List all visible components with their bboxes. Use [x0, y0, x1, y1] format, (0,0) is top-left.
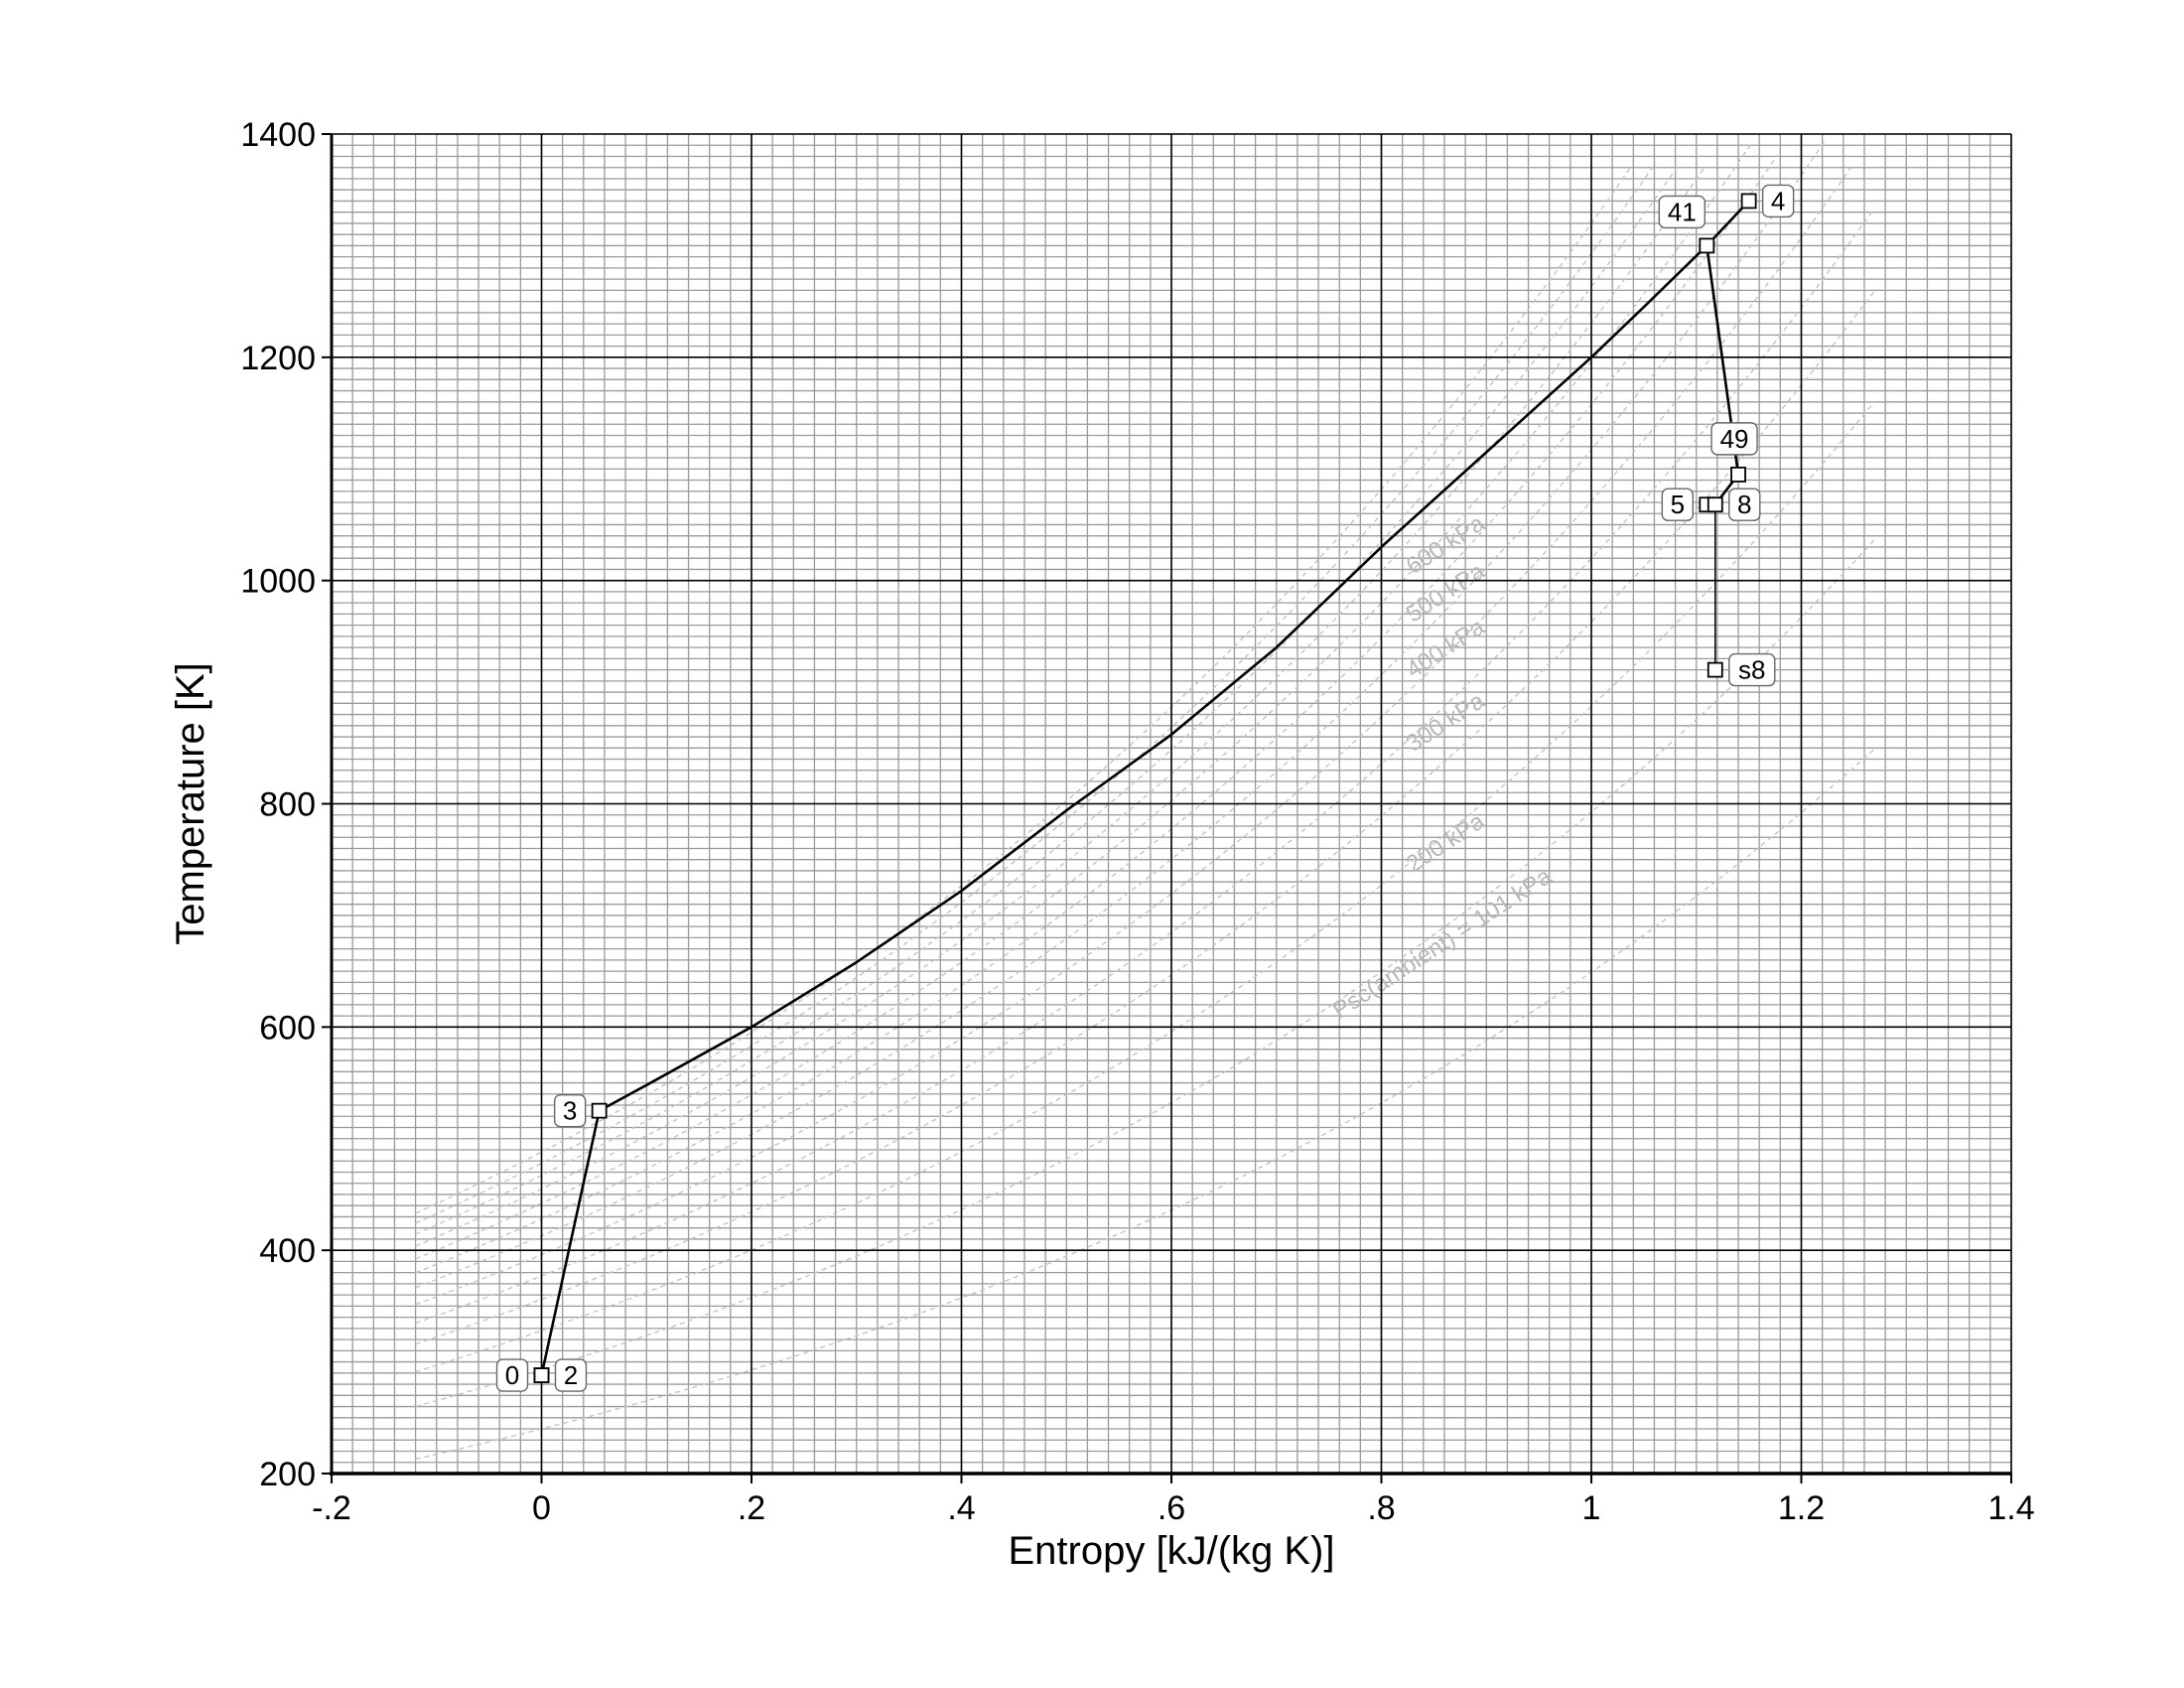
isobar-line	[415, 748, 1875, 1461]
y-tick-label: 1200	[240, 340, 316, 377]
cycle-point-label-box	[553, 1093, 587, 1128]
y-tick-label: 400	[259, 1232, 316, 1270]
y-tick-label: 200	[259, 1456, 316, 1493]
cycle-point-label-box	[1658, 195, 1706, 229]
cycle-point-marker	[1706, 661, 1723, 678]
cycle-point-label: 8	[1737, 490, 1751, 519]
isobar-line	[415, 140, 1754, 1260]
isobar-line	[415, 207, 1876, 1325]
cycle-point-label: 2	[564, 1360, 578, 1390]
x-tick-label: 1.4	[1987, 1489, 2034, 1527]
cycle-point-label-box	[554, 1358, 588, 1392]
x-tick-label: 1.2	[1778, 1489, 1825, 1527]
x-tick-label: 1	[1582, 1489, 1601, 1527]
cycle-point-label: 4	[1771, 186, 1785, 215]
isobar-line	[415, 538, 1876, 1408]
y-axis-title: Temperature [K]	[169, 662, 212, 945]
tick-labels: -.2 0 .2 .4 .6 .8 1 1.2 1.4 200 400 600 800 1000 1200 1…	[240, 116, 2034, 1527]
isobar-line	[415, 162, 1682, 1235]
cycle-point-label: 5	[1671, 490, 1685, 519]
cycle-point-marker	[1740, 193, 1757, 210]
heat-addition-curve	[599, 244, 1708, 1112]
x-tick-label: .8	[1367, 1489, 1395, 1527]
cycle-points: 0 2 3 41 4 49 5 8 s8	[495, 184, 1795, 1392]
cycle-point-marker	[533, 1367, 550, 1383]
x-tick-label: .6	[1158, 1489, 1185, 1527]
cycle-point-label-box	[1728, 652, 1776, 687]
isobar-line	[415, 168, 1851, 1306]
x-tick-label: .2	[738, 1489, 765, 1527]
cycle-point-marker	[1699, 237, 1715, 254]
cycle-point-marker	[1706, 496, 1723, 513]
cycle-point-label: 3	[563, 1096, 577, 1126]
cycle-point-marker	[1730, 466, 1746, 483]
cycle-point-label: 0	[505, 1360, 519, 1390]
cycle-point-marker	[591, 1102, 608, 1119]
cycle-point-label: 49	[1720, 424, 1749, 454]
cycle-point-label-box	[495, 1358, 529, 1392]
x-axis-title: Entropy [kJ/(kg K)]	[1009, 1529, 1335, 1573]
compression-line	[540, 1110, 601, 1376]
x-tick-label: .4	[947, 1489, 975, 1527]
x-tick-label: -.2	[312, 1489, 351, 1527]
cycle-point-label: s8	[1738, 655, 1765, 685]
y-tick-label: 600	[259, 1009, 316, 1047]
isobar-line	[415, 154, 1779, 1274]
y-tick-label: 1400	[240, 116, 316, 154]
cycle-point-label-box	[1710, 422, 1758, 456]
isobar-line	[415, 165, 1633, 1214]
cycle-point-label-box	[1661, 488, 1695, 521]
y-tick-label: 1000	[240, 563, 316, 601]
cycle-point-label-box	[1728, 488, 1761, 521]
y-tick-label: 800	[259, 786, 316, 824]
x-tick-label: 0	[532, 1489, 551, 1527]
cycle-point-label-box	[1761, 184, 1795, 218]
cycle-point-label: 41	[1668, 197, 1697, 226]
